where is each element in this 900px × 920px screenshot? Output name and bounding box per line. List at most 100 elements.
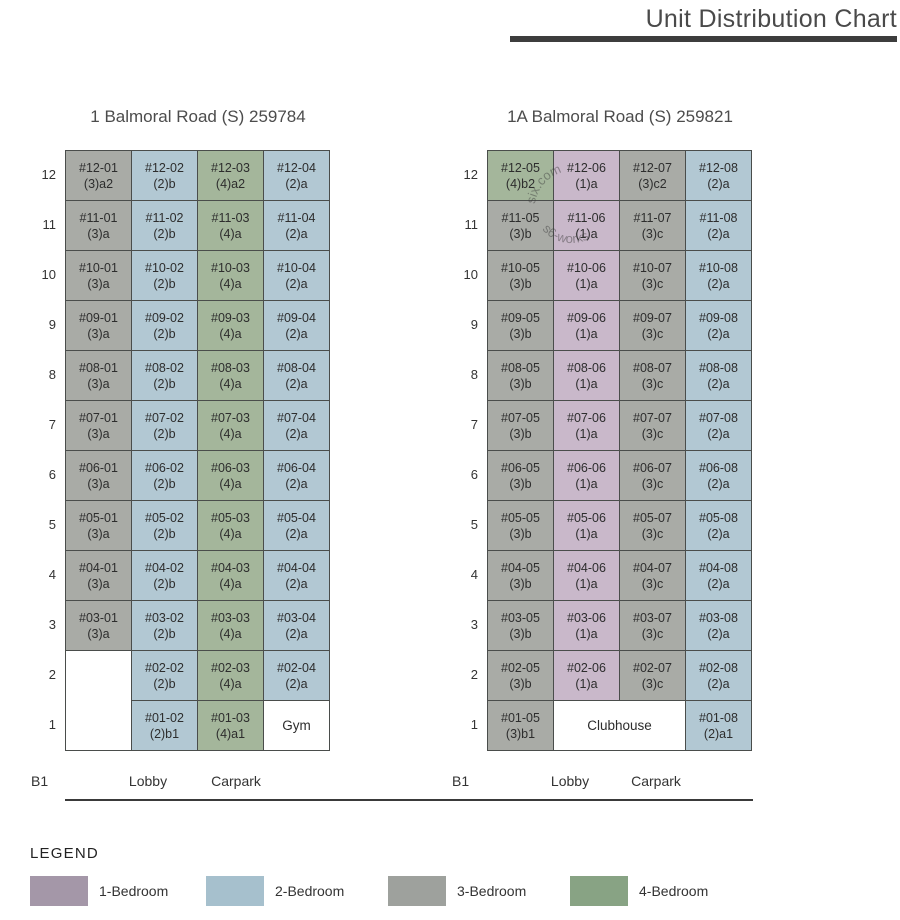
unit-number: #04-07 — [633, 560, 672, 575]
unit-cell: #03-01 (3)a — [66, 601, 132, 651]
unit-cell: #11-01 (3)a — [66, 201, 132, 251]
building-1-title: 1 Balmoral Road (S) 259784 — [90, 107, 306, 126]
unit-number: #07-08 — [699, 410, 738, 425]
unit-cell: #08-08 (2)a — [686, 351, 752, 401]
unit-number: #07-03 — [211, 410, 250, 425]
unit-type: (4)a — [219, 526, 242, 541]
clubhouse-cell: Clubhouse — [554, 701, 686, 751]
unit-cell: #09-05 (3)b — [488, 301, 554, 351]
unit-cell: #07-05 (3)b — [488, 401, 554, 451]
unit-type: (3)a — [87, 276, 110, 291]
floor-label: 5 — [470, 517, 478, 532]
unit-cell: #04-03 (4)a — [198, 551, 264, 601]
unit-number: #05-05 — [501, 510, 540, 525]
building-1a-unit-grid: #12-05 (4)b2 #12-06 (1)a #12-07 (3)c2 #12-08 (2… — [487, 150, 752, 751]
unit-type: (2)b — [153, 476, 176, 491]
floor-label: 5 — [48, 517, 56, 532]
unit-number: #01-08 — [699, 710, 738, 725]
unit-cell: #02-06 (1)a — [554, 651, 620, 701]
unit-cell: #12-01 (3)a2 — [66, 151, 132, 201]
floor-label: 9 — [48, 317, 56, 332]
unit-cell: #07-03 (4)a — [198, 401, 264, 451]
floor-label: 3 — [48, 617, 56, 632]
unit-type: (2)b — [153, 276, 176, 291]
floor-label: 2 — [470, 667, 478, 682]
unit-type: (2)a — [285, 526, 308, 541]
unit-type: (2)a — [285, 226, 308, 241]
unit-cell: #05-02 (2)b — [132, 501, 198, 551]
unit-cell: #03-02 (2)b — [132, 601, 198, 651]
unit-cell: #12-06 (1)a — [554, 151, 620, 201]
unit-number: #07-05 — [501, 410, 540, 425]
unit-number: #09-04 — [277, 310, 316, 325]
unit-number: #02-02 — [145, 660, 184, 675]
floor-label: 7 — [470, 417, 478, 432]
unit-number: #02-07 — [633, 660, 672, 675]
unit-cell: #03-04 (2)a — [264, 601, 330, 651]
unit-cell: #07-08 (2)a — [686, 401, 752, 451]
unit-number: #11-03 — [211, 210, 250, 225]
floor-label: 9 — [470, 317, 478, 332]
unit-number: #03-03 — [211, 610, 250, 625]
unit-number: #05-08 — [699, 510, 738, 525]
unit-type: (3)b — [509, 376, 532, 391]
unit-type: (2)b — [153, 176, 176, 191]
unit-number: #09-08 — [699, 310, 738, 325]
floor-label: 4 — [470, 567, 478, 582]
unit-number: #04-08 — [699, 560, 738, 575]
unit-cell: #10-07 (3)c — [620, 251, 686, 301]
unit-number: #12-04 — [277, 160, 316, 175]
unit-number: #10-03 — [211, 260, 250, 275]
floor-label: 1 — [470, 717, 478, 732]
unit-number: #07-06 — [567, 410, 606, 425]
unit-number: #08-06 — [567, 360, 606, 375]
floor-label: 7 — [48, 417, 56, 432]
unit-cell: #10-08 (2)a — [686, 251, 752, 301]
unit-number: #09-06 — [567, 310, 606, 325]
legend-label: 4-Bedroom — [639, 883, 709, 899]
unit-type: (2)a — [707, 226, 730, 241]
unit-number: #05-01 — [79, 510, 118, 525]
title-underline-bar — [510, 36, 897, 42]
unit-type: (2)a — [707, 276, 730, 291]
unit-number: #12-07 — [633, 160, 672, 175]
legend-swatch-2br — [206, 876, 264, 906]
legend-label: 1-Bedroom — [99, 883, 169, 899]
unit-number: #09-01 — [79, 310, 118, 325]
unit-cell: #01-05 (3)b1 — [488, 701, 554, 751]
unit-type: (3)c2 — [638, 176, 667, 191]
unit-type: (2)a — [707, 476, 730, 491]
unit-number: #12-02 — [145, 160, 184, 175]
legend-item-4br: 4-Bedroom — [570, 876, 708, 906]
floor-label: 2 — [48, 667, 56, 682]
unit-number: #03-06 — [567, 610, 606, 625]
unit-type: (3)c — [641, 476, 664, 491]
unit-number: #04-04 — [277, 560, 316, 575]
unit-type: (2)b — [153, 626, 176, 641]
unit-type: (3)c — [641, 426, 664, 441]
unit-cell: #01-08 (2)a1 — [686, 701, 752, 751]
unit-number: #10-06 — [567, 260, 606, 275]
unit-type: (2)a — [285, 626, 308, 641]
unit-type: (3)a — [87, 576, 110, 591]
floor-label: 4 — [48, 567, 56, 582]
unit-type: (2)a — [707, 376, 730, 391]
unit-type: (4)a — [219, 426, 242, 441]
unit-cell: #01-02 (2)b1 — [132, 701, 198, 751]
floor-label: 1 — [48, 717, 56, 732]
unit-number: #07-02 — [145, 410, 184, 425]
unit-cell: #04-05 (3)b — [488, 551, 554, 601]
unit-type: (3)a — [87, 526, 110, 541]
floor-label: 11 — [464, 217, 479, 232]
unit-number: #02-08 — [699, 660, 738, 675]
unit-type: (2)a — [285, 176, 308, 191]
unit-number: #05-04 — [277, 510, 316, 525]
unit-type: (3)a — [87, 376, 110, 391]
unit-type: (2)b — [153, 226, 176, 241]
unit-type: (4)a — [219, 326, 242, 341]
unit-type: (1)a — [575, 576, 598, 591]
unit-cell: #02-02 (2)b — [132, 651, 198, 701]
unit-cell: #02-07 (3)c — [620, 651, 686, 701]
unit-cell: #04-04 (2)a — [264, 551, 330, 601]
unit-number: #01-03 — [211, 710, 250, 725]
